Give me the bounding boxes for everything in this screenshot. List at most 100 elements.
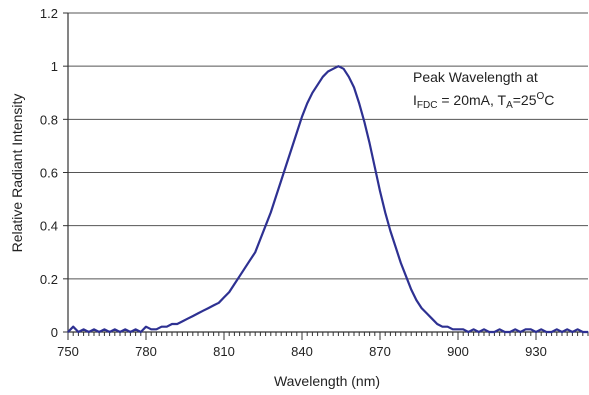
data-point — [473, 328, 475, 330]
data-point — [493, 331, 495, 333]
data-point — [337, 65, 339, 67]
data-point — [483, 328, 485, 330]
data-point — [275, 195, 277, 198]
data-point — [587, 331, 589, 333]
data-point — [421, 307, 423, 309]
data-point — [571, 331, 574, 333]
data-point — [540, 328, 542, 330]
data-point — [291, 147, 293, 150]
data-point — [530, 328, 532, 330]
data-point — [436, 323, 438, 325]
data-point — [566, 328, 568, 330]
data-point — [582, 331, 584, 333]
data-point — [343, 68, 345, 70]
data-point — [239, 275, 241, 277]
annotation-fragment: C — [544, 92, 554, 108]
data-point — [556, 328, 558, 330]
data-point — [358, 102, 360, 104]
data-point — [129, 331, 131, 333]
data-point — [98, 331, 100, 333]
y-tick-label: 0.8 — [40, 112, 58, 127]
y-tick-label: 1.2 — [40, 6, 58, 21]
data-point — [441, 326, 443, 328]
data-point — [447, 326, 449, 328]
data-point — [488, 331, 490, 333]
data-point — [431, 318, 433, 320]
y-tick-label: 0.2 — [40, 272, 58, 287]
data-point — [166, 326, 168, 328]
data-point — [389, 230, 391, 232]
data-point — [395, 246, 397, 248]
data-point — [88, 331, 90, 333]
data-point — [93, 328, 95, 330]
data-point — [77, 331, 79, 333]
data-point — [535, 331, 537, 333]
data-point — [311, 92, 313, 94]
data-point — [577, 328, 579, 330]
data-point — [244, 267, 246, 269]
annotation-fragment: FDC — [417, 100, 438, 111]
data-point — [67, 331, 69, 333]
data-point — [374, 166, 376, 168]
annotation-fragment: = 20mA, T — [437, 92, 506, 108]
data-point — [327, 70, 329, 73]
annotation-fragment: O — [536, 91, 544, 102]
annotation-fragment: =25 — [513, 92, 537, 108]
data-point — [306, 102, 308, 104]
data-point — [317, 84, 319, 86]
grid-lines — [68, 12, 588, 280]
data-point — [363, 121, 365, 123]
data-point — [254, 251, 256, 253]
data-point — [426, 312, 428, 314]
data-point — [296, 132, 298, 134]
x-tick-label: 810 — [213, 344, 235, 359]
x-tick-label: 930 — [525, 344, 547, 359]
y-tick-label: 1 — [51, 59, 58, 74]
data-point — [72, 326, 74, 328]
data-point — [405, 275, 407, 277]
data-point — [410, 288, 412, 291]
data-point — [145, 326, 147, 328]
data-point — [223, 296, 225, 299]
data-point — [114, 328, 116, 330]
data-point — [109, 331, 111, 333]
y-axis-title: Relative Radiant Intensity — [9, 94, 25, 253]
data-point — [155, 328, 157, 330]
y-tick-label: 0.6 — [40, 166, 58, 181]
data-point — [452, 328, 454, 330]
x-tick-label: 780 — [135, 344, 157, 359]
y-tick-label: 0 — [51, 325, 58, 340]
x-tick-label: 750 — [57, 344, 79, 359]
data-point — [322, 76, 324, 78]
data-point — [135, 328, 137, 330]
data-point — [467, 331, 469, 333]
data-point — [525, 328, 527, 330]
peak-annotation-line-2: IFDC = 20mA, TA=25OC — [413, 91, 554, 111]
data-point — [202, 310, 204, 312]
data-point — [285, 163, 287, 166]
data-point — [301, 116, 303, 118]
data-point — [265, 225, 267, 227]
series-layer — [67, 65, 589, 334]
data-point — [369, 142, 371, 144]
annotation-fragment: A — [506, 100, 513, 111]
data-point — [213, 304, 215, 307]
data-point — [348, 76, 350, 78]
data-point — [181, 320, 183, 322]
data-point — [514, 328, 516, 330]
annotation-fragment: I — [413, 92, 417, 108]
x-tick-label: 840 — [291, 344, 313, 359]
tick-labels: 0 0.2 0.4 0.6 0.8 1 1.2 750 780 810 840 870 900 930 — [40, 6, 547, 359]
x-axis-title: Wavelength (nm) — [274, 373, 380, 389]
data-point — [280, 179, 282, 182]
data-point — [161, 326, 163, 328]
data-point — [192, 315, 194, 317]
data-point — [140, 331, 142, 333]
data-point — [259, 238, 261, 240]
x-tick-label: 870 — [369, 344, 391, 359]
data-point — [353, 86, 355, 89]
data-point — [103, 328, 105, 330]
data-point — [150, 328, 152, 330]
peak-annotation-line-1: Peak Wavelength at — [413, 69, 538, 85]
